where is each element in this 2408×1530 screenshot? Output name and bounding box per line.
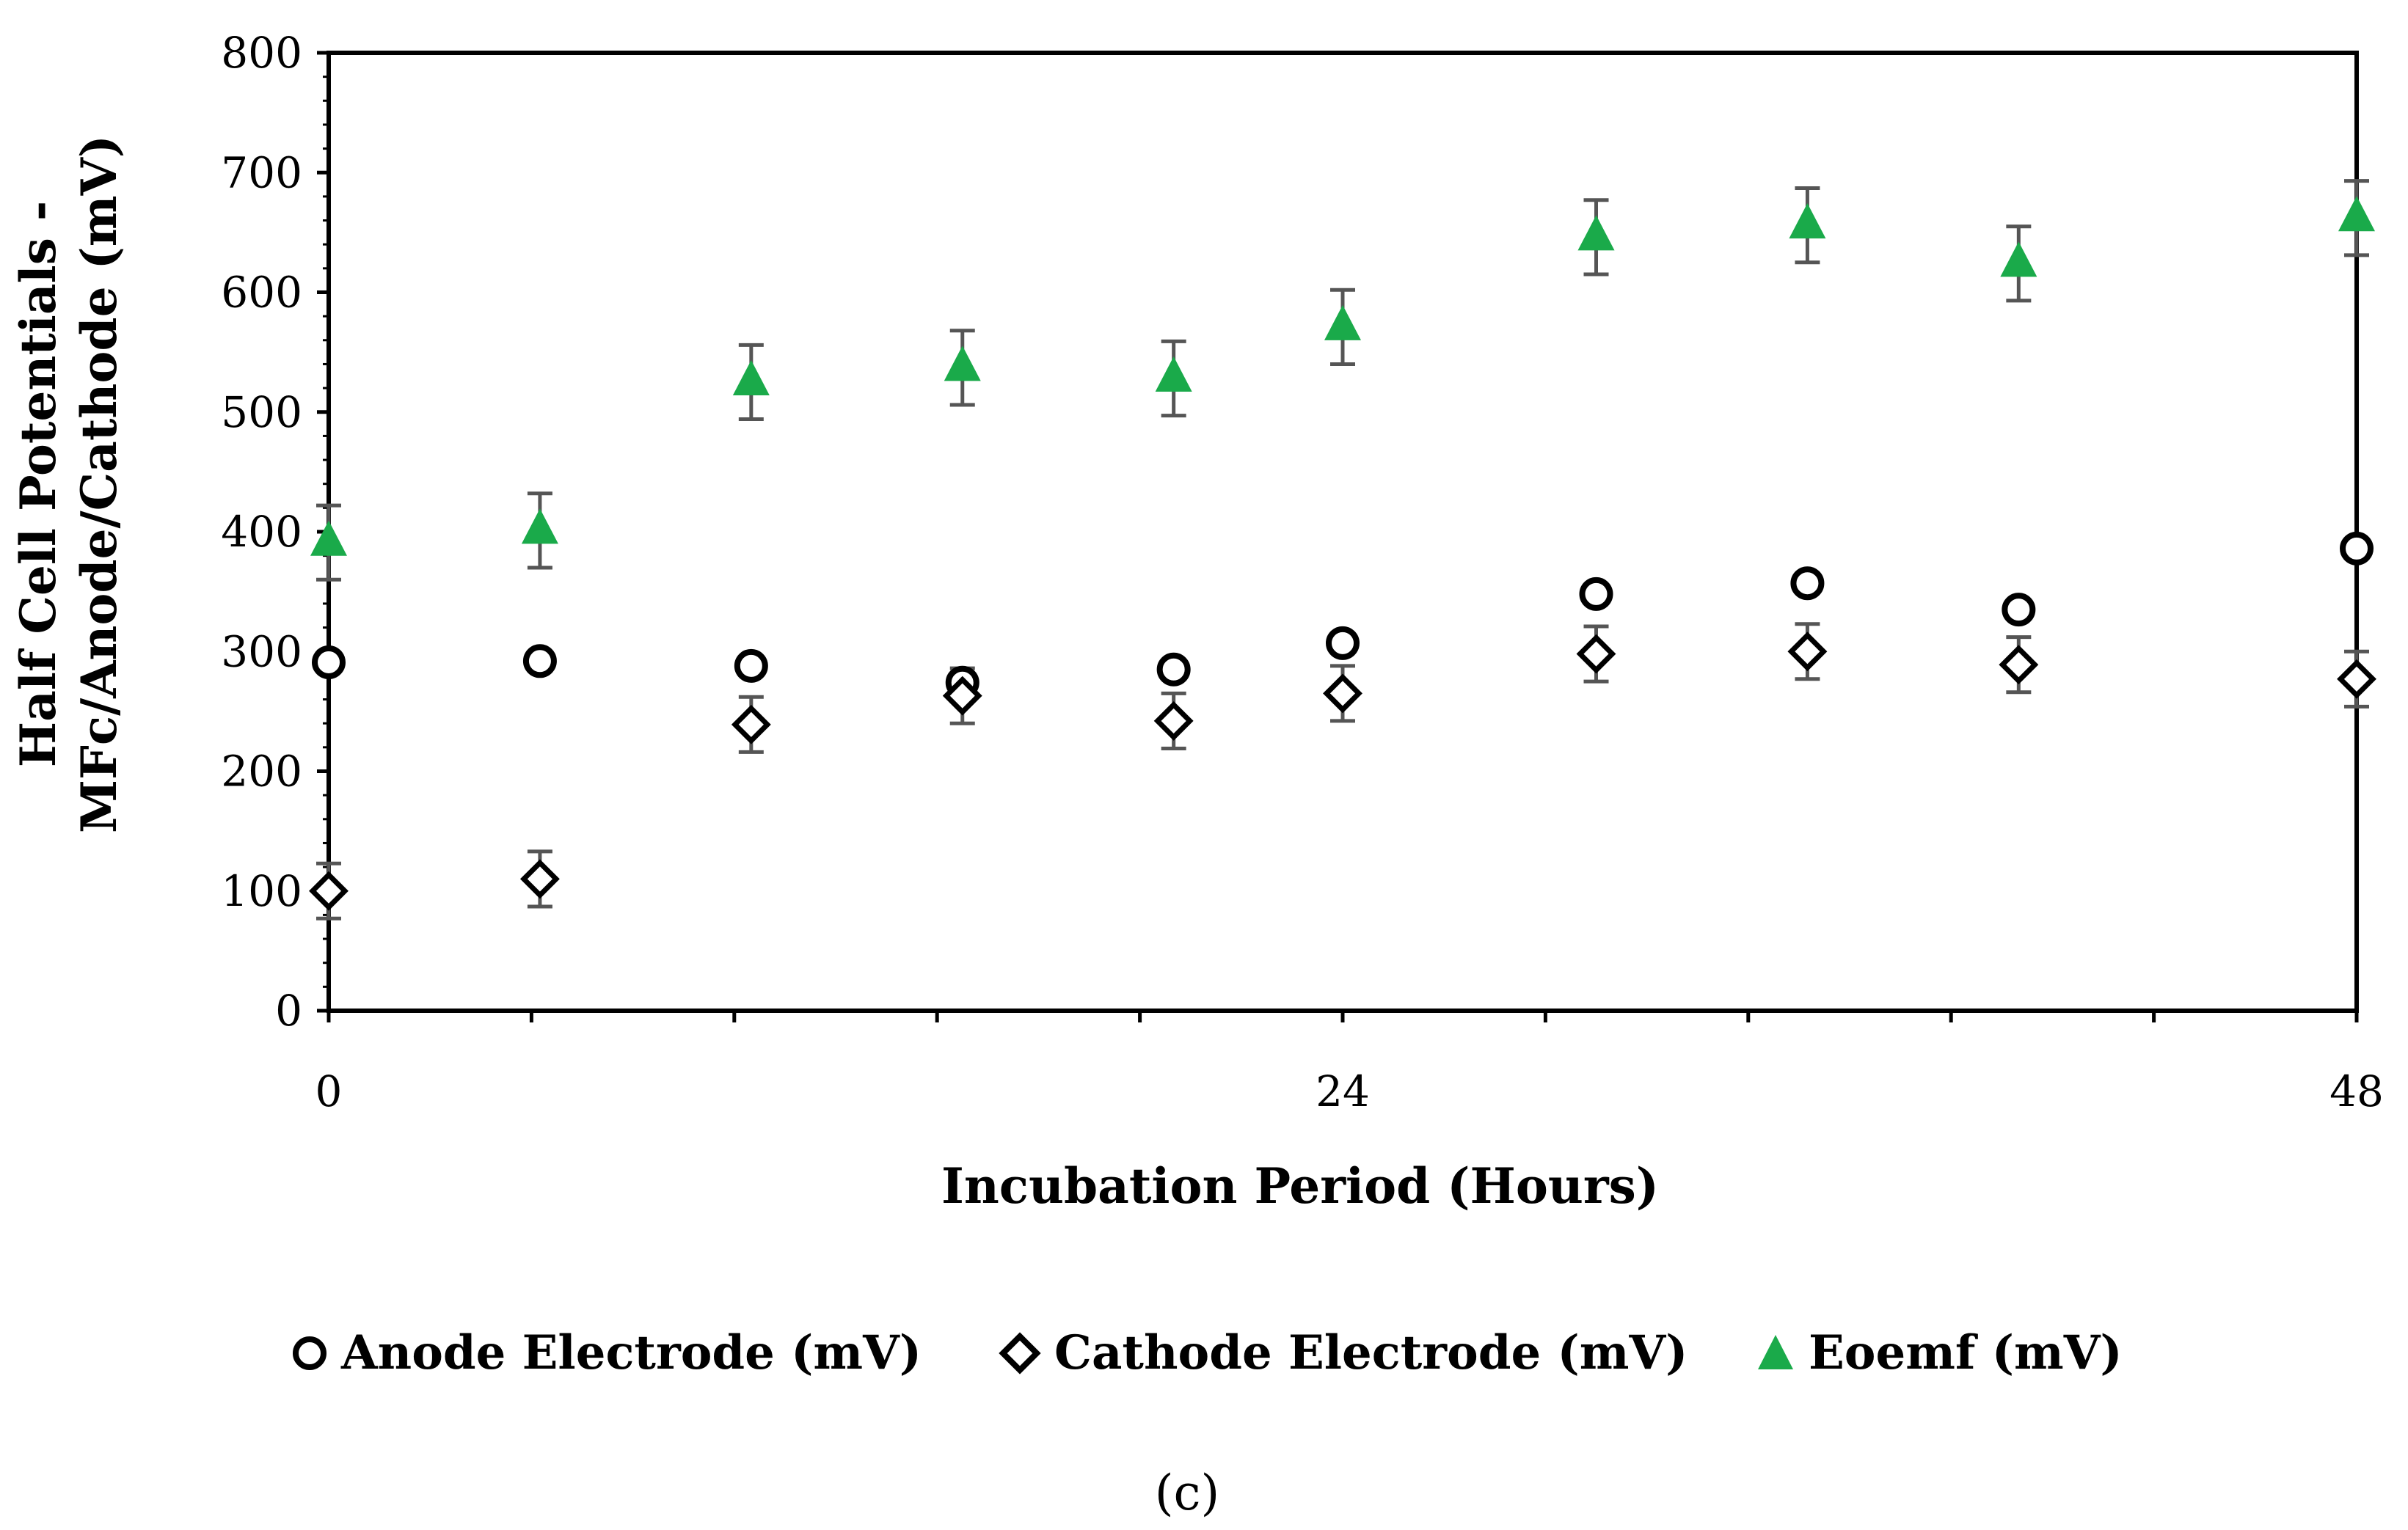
anode-point bbox=[522, 644, 557, 678]
anode-point bbox=[312, 645, 346, 679]
x-axis-title: Incubation Period (Hours) bbox=[941, 1157, 1659, 1215]
anode-point bbox=[1326, 626, 1360, 660]
y-tick-label: 100 bbox=[221, 866, 302, 916]
eoemf-point bbox=[2000, 241, 2037, 277]
data-markers bbox=[309, 196, 2376, 911]
y-tick-label: 800 bbox=[221, 28, 302, 78]
x-tick-label: 0 bbox=[315, 1066, 343, 1116]
y-tick-label: 700 bbox=[221, 147, 302, 197]
error-bars bbox=[316, 179, 2369, 920]
plot-area-border bbox=[326, 51, 2359, 1013]
y-tick-label: 300 bbox=[221, 626, 302, 676]
y-axis-title-line2: MFc/Anode/Cathode (mV) bbox=[70, 135, 128, 833]
cathode-point bbox=[1323, 673, 1362, 714]
eoemf-point bbox=[732, 359, 770, 395]
cathode-point bbox=[2337, 659, 2376, 699]
y-tick-label: 200 bbox=[221, 747, 302, 797]
anode-point bbox=[1156, 652, 1191, 687]
eoemf-point bbox=[944, 345, 981, 381]
x-axis-ticks: 0 24 48 bbox=[315, 1011, 2384, 1116]
anode-point bbox=[1790, 566, 1825, 601]
plot-frame bbox=[326, 51, 2359, 1013]
eoemf-point bbox=[521, 508, 558, 544]
x-tick-label: 24 bbox=[1316, 1066, 1370, 1116]
anode-point bbox=[734, 648, 768, 683]
cathode-point bbox=[1787, 632, 1828, 672]
legend-cathode-marker bbox=[999, 1332, 1041, 1375]
legend-anode-label: Anode Electrode (mV) bbox=[340, 1325, 922, 1380]
x-tick-label: 48 bbox=[2329, 1066, 2384, 1116]
cathode-point bbox=[1153, 700, 1194, 741]
y-tick-label: 500 bbox=[221, 387, 302, 437]
eoemf-point bbox=[1577, 215, 1615, 251]
y-axis-ticks: 0 100 200 300 400 500 600 700 800 bbox=[221, 28, 329, 1036]
eoemf-point bbox=[1324, 304, 1361, 340]
cathode-point bbox=[1999, 645, 2039, 685]
cathode-point bbox=[519, 859, 560, 899]
figure-caption: (c) bbox=[1155, 1465, 1219, 1521]
eoemf-point bbox=[1789, 203, 1826, 239]
anode-point bbox=[2002, 593, 2036, 627]
eoemf-point bbox=[310, 520, 347, 556]
y-axis-title-line1: Half Cell Potentials - bbox=[10, 201, 67, 767]
y-tick-label: 400 bbox=[221, 507, 302, 557]
cathode-point bbox=[731, 704, 771, 744]
legend: Anode Electrode (mV) Cathode Electrode (… bbox=[293, 1325, 2123, 1380]
legend-eoemf-marker bbox=[1758, 1335, 1793, 1369]
anode-point bbox=[2340, 531, 2374, 565]
cathode-point bbox=[942, 676, 982, 716]
eoemf-point bbox=[2338, 196, 2375, 232]
legend-anode-marker bbox=[293, 1336, 326, 1370]
y-tick-label: 600 bbox=[221, 268, 302, 318]
eoemf-point bbox=[1155, 356, 1192, 392]
anode-point bbox=[1579, 577, 1613, 611]
cathode-point bbox=[309, 871, 349, 911]
legend-eoemf-label: Eoemf (mV) bbox=[1809, 1325, 2123, 1380]
legend-cathode-label: Cathode Electrode (mV) bbox=[1054, 1325, 1688, 1380]
y-tick-label: 0 bbox=[275, 986, 302, 1036]
cathode-point bbox=[1576, 634, 1616, 674]
